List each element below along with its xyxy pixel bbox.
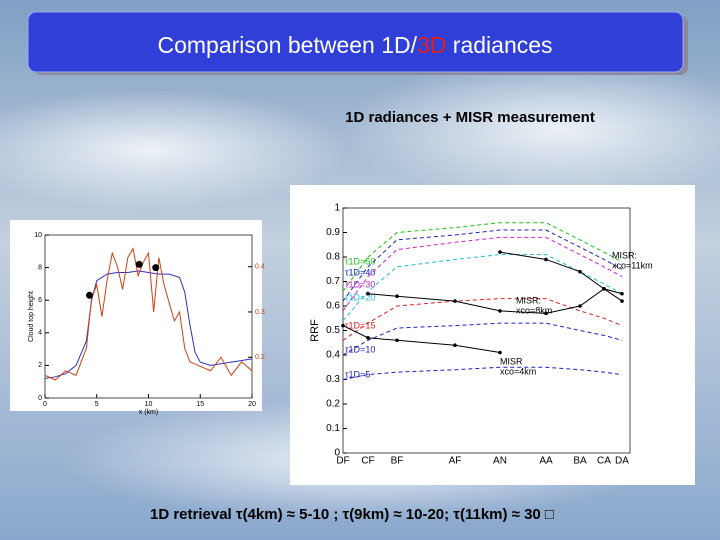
cloud bbox=[340, 60, 720, 200]
annotation: MISR: bbox=[516, 295, 541, 305]
data-point bbox=[498, 250, 502, 254]
data-point bbox=[602, 287, 606, 291]
data-point bbox=[366, 336, 370, 340]
title-part: radiances bbox=[446, 32, 552, 58]
y-tick-label: 0.9 bbox=[326, 227, 340, 238]
right-chart-bg bbox=[290, 185, 695, 485]
y-tick-label: 0.7 bbox=[326, 276, 340, 287]
series-line bbox=[342, 222, 623, 292]
data-point bbox=[620, 291, 624, 296]
data-point bbox=[578, 269, 582, 274]
data-point bbox=[544, 311, 548, 316]
data-point bbox=[341, 323, 345, 328]
slide-title: Comparison between 1D/3D radiances bbox=[157, 32, 552, 58]
series-line bbox=[44, 270, 253, 379]
y-tick-label: 0.2 bbox=[326, 399, 340, 410]
y2-tick-label: 0.2 bbox=[255, 354, 265, 361]
left-chart-bg bbox=[10, 220, 262, 411]
annotation: xco=4km bbox=[500, 366, 536, 376]
x-tick-label: 0 bbox=[43, 401, 47, 408]
y-tick-label: 0 bbox=[334, 448, 340, 459]
y-tick-label: 0.1 bbox=[326, 423, 340, 434]
data-point bbox=[578, 304, 582, 308]
series-line bbox=[342, 322, 623, 356]
data-point bbox=[453, 299, 457, 303]
y-tick-label: 0.6 bbox=[326, 301, 340, 312]
x-tick-label: DA bbox=[615, 456, 629, 467]
data-point bbox=[395, 294, 399, 299]
subtitle: 1D radiances + MISR measurement bbox=[345, 109, 595, 126]
y-tick-label: 10 bbox=[34, 232, 42, 239]
series-label: τ1D=50 bbox=[345, 256, 375, 266]
y2-tick-label: 0.4 bbox=[255, 264, 265, 271]
data-point bbox=[366, 291, 370, 296]
y-tick-label: 0 bbox=[38, 395, 42, 402]
title-part: Comparison between 1D/ bbox=[157, 32, 417, 58]
data-point bbox=[395, 338, 399, 343]
annotation: MISR bbox=[500, 356, 523, 366]
y-tick-label: 8 bbox=[38, 264, 42, 271]
data-point bbox=[135, 260, 143, 268]
x-tick-label: 15 bbox=[196, 401, 204, 408]
x-tick-label: AF bbox=[449, 456, 462, 467]
x-tick-label: 10 bbox=[145, 401, 153, 408]
series-line bbox=[342, 366, 623, 380]
x-tick-label: AN bbox=[493, 456, 507, 467]
series-line bbox=[342, 254, 623, 322]
y-axis-label: RRF bbox=[309, 319, 321, 342]
cloud bbox=[0, 90, 350, 210]
series-line bbox=[342, 298, 623, 341]
annotation: MISR: bbox=[612, 250, 637, 260]
y-tick-label: 0.8 bbox=[326, 252, 340, 263]
y-tick-label: 0.5 bbox=[326, 325, 340, 336]
y-axis-label: Cloud top height bbox=[28, 291, 35, 342]
title-box bbox=[27, 11, 684, 73]
data-point bbox=[453, 343, 457, 348]
data-point bbox=[620, 299, 624, 303]
y-tick-label: 0.4 bbox=[326, 350, 340, 361]
series-line bbox=[367, 288, 623, 314]
series-label: τ1D=15 bbox=[345, 320, 375, 330]
series-label: τ1D=10 bbox=[345, 344, 375, 354]
series-label: τ1D=5 bbox=[345, 369, 370, 379]
y-tick-label: 1 bbox=[334, 203, 340, 214]
data-point bbox=[498, 350, 502, 355]
x-tick-label: 20 bbox=[248, 401, 256, 408]
x-tick-label: BA bbox=[573, 456, 587, 467]
y2-tick-label: 0.3 bbox=[255, 309, 265, 316]
data-point bbox=[544, 257, 548, 262]
data-point bbox=[86, 291, 94, 299]
data-point bbox=[152, 264, 160, 272]
series-line bbox=[44, 247, 253, 381]
x-tick-label: AA bbox=[539, 456, 553, 467]
y-tick-label: 0.3 bbox=[326, 374, 340, 385]
data-point bbox=[498, 309, 502, 313]
x-tick-label: CA bbox=[597, 456, 611, 467]
series-label: τ1D=30 bbox=[345, 279, 375, 289]
series-label: τ1D=20 bbox=[345, 292, 375, 302]
series-line bbox=[342, 229, 623, 302]
y-tick-label: 6 bbox=[38, 297, 42, 304]
annotation: xco=8km bbox=[516, 305, 552, 315]
series-line bbox=[342, 236, 623, 312]
x-tick-label: 5 bbox=[95, 401, 99, 408]
caption: 1D retrieval τ(4km) ≈ 5-10 ; τ(9km) ≈ 10… bbox=[150, 506, 554, 523]
y-tick-label: 4 bbox=[38, 330, 42, 337]
annotation: xco=11km bbox=[612, 260, 653, 270]
x-tick-label: BF bbox=[391, 456, 404, 467]
y-tick-label: 2 bbox=[38, 362, 42, 369]
x-axis-label: x (km) bbox=[139, 409, 158, 416]
title-part: 3D bbox=[417, 32, 446, 58]
series-label: τ1D=40 bbox=[345, 267, 375, 277]
x-tick-label: DF bbox=[336, 456, 349, 467]
x-tick-label: CF bbox=[361, 456, 374, 467]
